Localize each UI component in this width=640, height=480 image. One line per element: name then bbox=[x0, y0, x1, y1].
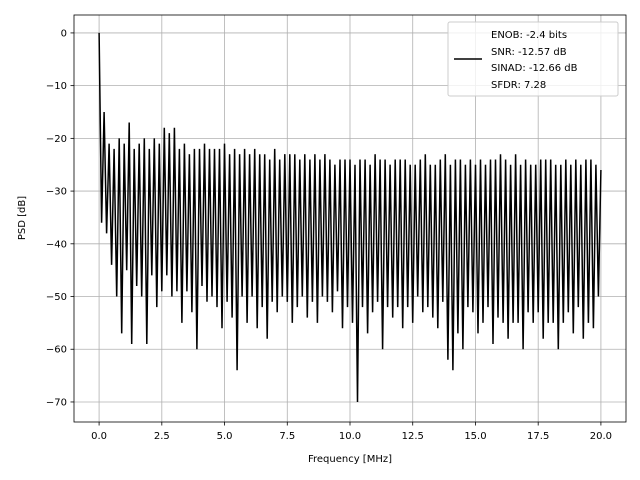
y-tick-label: −10 bbox=[46, 81, 67, 92]
x-tick-label: 15.0 bbox=[464, 431, 486, 442]
legend-entry-sfdr: SFDR: 7.28 bbox=[491, 80, 546, 91]
y-tick-label: −30 bbox=[46, 187, 67, 198]
y-tick-label: −60 bbox=[46, 345, 67, 356]
x-tick-label: 10.0 bbox=[339, 431, 361, 442]
y-axis-ticks: 0 −10 −20 −30 −40 −50 −60 −70 bbox=[46, 28, 74, 408]
plot-area bbox=[98, 32, 602, 403]
x-tick-label: 12.5 bbox=[402, 431, 424, 442]
x-tick-label: 2.5 bbox=[154, 431, 170, 442]
y-axis-label: PSD [dB] bbox=[17, 196, 28, 240]
x-tick-label: 20.0 bbox=[590, 431, 612, 442]
legend-entry-enob: ENOB: -2.4 bits bbox=[491, 30, 567, 41]
x-axis-ticks: 0.0 2.5 5.0 7.5 10.0 12.5 15.0 17.5 20.0 bbox=[91, 422, 612, 442]
psd-series-line bbox=[98, 32, 602, 403]
y-tick-label: −40 bbox=[46, 239, 67, 250]
legend: ENOB: -2.4 bits SNR: -12.57 dB SINAD: -1… bbox=[447, 21, 619, 97]
x-tick-label: 0.0 bbox=[91, 431, 107, 442]
legend-entry-snr: SNR: -12.57 dB bbox=[491, 47, 567, 58]
x-tick-label: 17.5 bbox=[527, 431, 549, 442]
y-tick-label: −50 bbox=[46, 292, 67, 303]
y-tick-label: −70 bbox=[46, 397, 67, 408]
y-tick-label: 0 bbox=[61, 28, 67, 39]
y-tick-label: −20 bbox=[46, 134, 67, 145]
x-tick-label: 5.0 bbox=[217, 431, 233, 442]
x-tick-label: 7.5 bbox=[279, 431, 295, 442]
x-axis-label: Frequency [MHz] bbox=[308, 454, 392, 465]
legend-box bbox=[447, 21, 619, 97]
legend-entry-sinad: SINAD: -12.66 dB bbox=[491, 63, 578, 74]
